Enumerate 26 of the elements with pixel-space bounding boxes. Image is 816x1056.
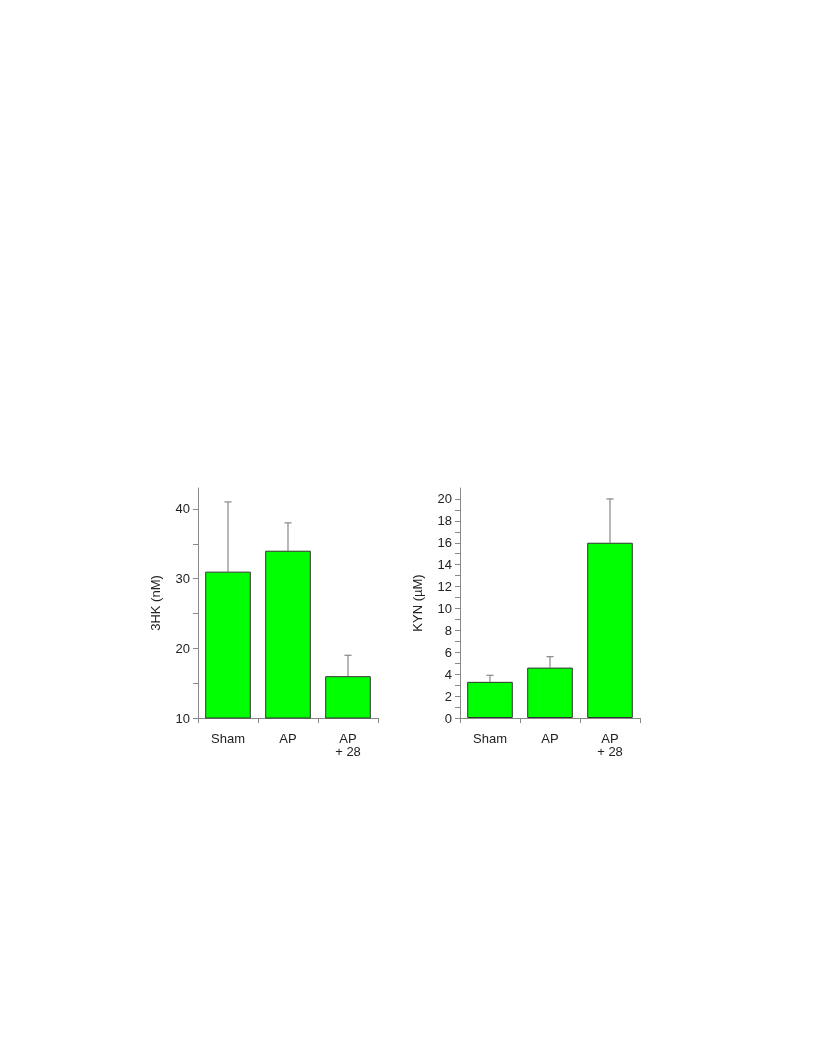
y-tick-label: 2 — [444, 688, 452, 704]
bar — [527, 667, 573, 718]
y-tick-label: 10 — [175, 710, 190, 726]
y-tick-label: 6 — [444, 644, 452, 660]
y-tick-label: 20 — [437, 491, 452, 507]
x-tick-label: AP — [279, 731, 297, 746]
bar — [467, 681, 513, 718]
y-tick-label: 12 — [437, 579, 452, 595]
y-tick-label: 30 — [175, 571, 190, 587]
x-tick-label: Sham — [473, 731, 507, 746]
bar — [587, 542, 633, 718]
y-tick-label: 40 — [175, 501, 190, 517]
y-tick-label: 18 — [437, 513, 452, 529]
y-tick-label: 4 — [444, 666, 452, 682]
y-tick-label: 14 — [437, 557, 452, 573]
y-tick-label: 20 — [175, 640, 190, 656]
x-tick-label: Sham — [211, 731, 245, 746]
x-tick-label: AP — [541, 731, 559, 746]
y-tick-label: 0 — [444, 710, 452, 726]
y-axis-title: 3HK (nM) — [148, 575, 163, 631]
x-tick-label: AP + 28 — [335, 731, 361, 759]
y-axis-title: KYN (µM) — [410, 574, 425, 632]
y-tick-label: 16 — [437, 535, 452, 551]
y-tick-label: 8 — [444, 622, 452, 638]
y-tick-label: 10 — [437, 600, 452, 616]
x-tick-label: AP + 28 — [597, 731, 623, 759]
